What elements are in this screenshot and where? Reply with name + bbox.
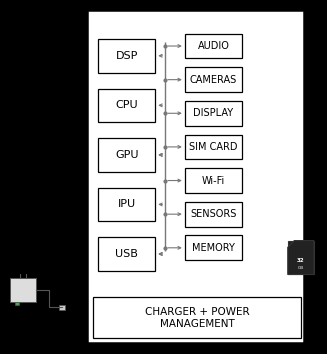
Bar [185, 235, 242, 260]
Text: SIM CARD: SIM CARD [189, 142, 238, 152]
Text: AUDIO: AUDIO [198, 41, 229, 51]
Bar [185, 34, 242, 58]
Bar [98, 88, 155, 122]
Bar [93, 297, 301, 338]
Bar [185, 101, 242, 126]
Text: GPU: GPU [115, 150, 138, 160]
Text: CHARGER + POWER
MANAGEMENT: CHARGER + POWER MANAGEMENT [145, 307, 249, 329]
Text: IPU: IPU [118, 199, 136, 210]
Bar [185, 168, 242, 193]
Text: USB: USB [115, 249, 138, 259]
Text: Wi-Fi: Wi-Fi [202, 176, 225, 185]
Bar [88, 11, 304, 343]
Bar [185, 202, 242, 227]
Text: DISPLAY: DISPLAY [193, 108, 233, 118]
Text: SENSORS: SENSORS [190, 209, 236, 219]
Bar [185, 67, 242, 92]
Text: CPU: CPU [115, 100, 138, 110]
Bar [185, 135, 242, 159]
Bar [98, 188, 155, 221]
Text: DSP: DSP [115, 51, 138, 61]
Text: MEMORY: MEMORY [192, 243, 235, 253]
Bar [98, 138, 155, 172]
Bar [98, 39, 155, 73]
Text: CAMERAS: CAMERAS [190, 75, 237, 85]
Bar [98, 237, 155, 271]
